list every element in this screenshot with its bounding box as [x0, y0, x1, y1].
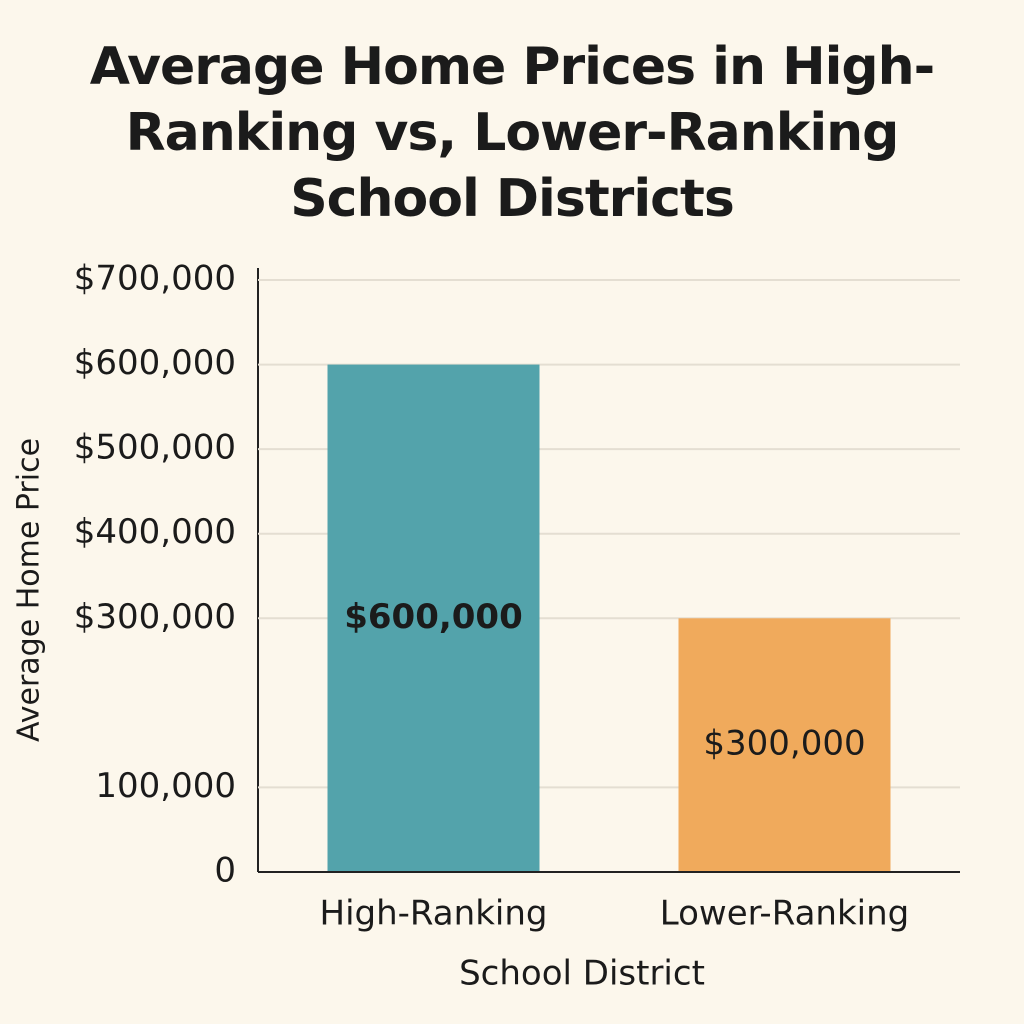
x-axis-label: School District: [459, 954, 705, 994]
x-tick-label: Lower-Ranking: [660, 894, 909, 934]
y-tick-label: 100,000: [95, 766, 236, 806]
y-tick-label: $500,000: [74, 428, 236, 468]
y-tick-label: 0: [214, 851, 236, 891]
y-tick-label: $400,000: [74, 512, 236, 552]
y-tick-label: $300,000: [74, 597, 236, 637]
y-tick-label: $600,000: [74, 343, 236, 383]
value-label: $300,000: [703, 724, 865, 764]
bar: [327, 364, 540, 872]
value-label: $600,000: [344, 597, 523, 637]
x-tick-label: High-Ranking: [320, 894, 548, 934]
bar: [678, 618, 891, 872]
y-tick-label: $700,000: [74, 259, 236, 299]
y-axis-label: Average Home Price: [12, 438, 47, 742]
chart-title: Average Home Prices in High-Ranking vs, …: [89, 37, 936, 229]
